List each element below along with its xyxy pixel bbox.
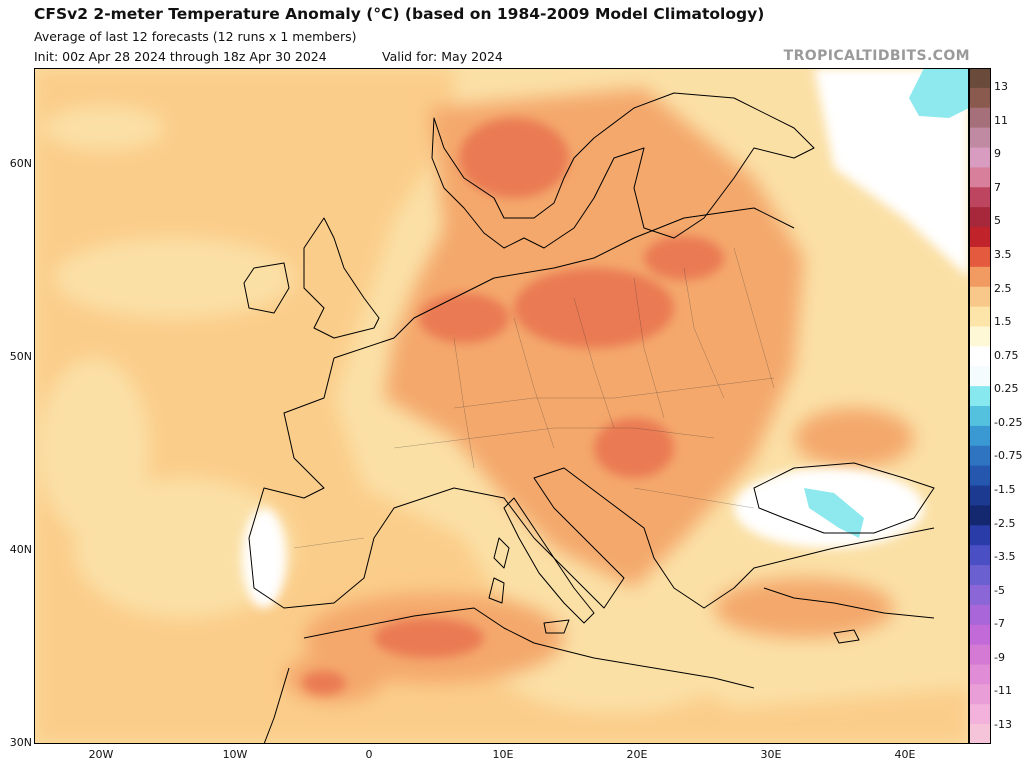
colorbar-swatch — [969, 87, 991, 109]
colorbar-swatch — [969, 68, 991, 89]
colorbar-swatch — [969, 724, 991, 744]
colorbar-swatch — [969, 704, 991, 725]
colorbar-label: -0.75 — [994, 449, 1023, 463]
colorbar-swatch — [969, 366, 991, 387]
lon-label: 30E — [760, 748, 782, 761]
country-borders — [293, 247, 775, 549]
colorbar-swatch — [969, 326, 991, 347]
coastlines — [243, 92, 935, 744]
colorbar-label: -1.5 — [994, 482, 1016, 496]
header: CFSv2 2-meter Temperature Anomaly (°C) (… — [0, 0, 1024, 68]
valid-time: Valid for: May 2024 — [382, 49, 503, 64]
colorbar-label: -3.5 — [994, 550, 1016, 564]
colorbar-swatch — [969, 664, 991, 685]
colorbar-swatch — [969, 246, 991, 268]
colorbar — [969, 68, 991, 744]
init-time: Init: 00z Apr 28 2024 through 18z Apr 30… — [34, 49, 327, 64]
colorbar-swatch — [969, 624, 991, 646]
colorbar-swatch — [969, 346, 991, 367]
colorbar-label: -13 — [994, 718, 1012, 731]
lat-label: 60N — [9, 157, 32, 170]
colorbar-swatch — [969, 425, 991, 447]
colorbar-swatch — [969, 306, 991, 327]
colorbar-swatch — [969, 207, 991, 228]
lon-label: 20E — [626, 748, 648, 761]
colorbar-swatch — [969, 505, 991, 526]
colorbar-label: 5 — [994, 214, 1001, 228]
colorbar-swatch — [969, 525, 991, 546]
colorbar-label: -9 — [994, 650, 1005, 664]
colorbar-label: 1.5 — [994, 315, 1012, 329]
colorbar-swatch — [969, 167, 991, 188]
colorbar-swatch — [969, 584, 991, 606]
colorbar-swatch — [969, 545, 991, 566]
lat-label: 50N — [9, 350, 32, 363]
colorbar-swatch — [969, 227, 991, 248]
colorbar-swatch — [969, 565, 991, 586]
anomaly-weak-negative — [804, 68, 969, 538]
colorbar-swatch — [969, 485, 991, 506]
colorbar-label: 2.5 — [994, 281, 1012, 295]
map-canvas — [34, 68, 969, 744]
lon-label: 0 — [365, 748, 373, 761]
colorbar-swatch — [969, 147, 991, 168]
colorbar-swatch — [969, 286, 991, 308]
colorbar-label: 7 — [994, 180, 1001, 194]
lat-label: 40N — [9, 543, 32, 556]
colorbar-swatch — [969, 266, 991, 288]
colorbar-swatch — [969, 604, 991, 626]
anomaly-map — [34, 68, 969, 744]
colorbar-label: -2.5 — [994, 516, 1016, 530]
colorbar-label: -5 — [994, 583, 1005, 597]
colorbar-swatch — [969, 684, 991, 705]
lat-label: 30N — [9, 736, 32, 749]
colorbar-swatch — [969, 187, 991, 208]
lon-label: 10W — [222, 748, 248, 761]
colorbar-label: 13 — [994, 80, 1008, 93]
colorbar-swatch — [969, 445, 991, 467]
colorbar-swatch — [969, 386, 991, 407]
colorbar-swatches — [969, 68, 991, 744]
colorbar-label: -7 — [994, 617, 1005, 631]
colorbar-swatch — [969, 465, 991, 487]
colorbar-label: -0.25 — [994, 415, 1023, 429]
lon-label: 20W — [88, 748, 114, 761]
colorbar-label: 9 — [994, 147, 1001, 161]
colorbar-label: 0.25 — [994, 382, 1019, 396]
colorbar-label: 0.75 — [994, 348, 1019, 362]
lon-label: 40E — [894, 748, 916, 761]
colorbar-label: 11 — [994, 113, 1008, 127]
chart-subtitle: Average of last 12 forecasts (12 runs x … — [34, 29, 357, 44]
colorbar-swatch — [969, 406, 991, 427]
colorbar-label: -11 — [994, 684, 1012, 698]
chart-title: CFSv2 2-meter Temperature Anomaly (°C) (… — [34, 5, 765, 23]
anomaly-strong-positive — [302, 118, 724, 695]
colorbar-outline — [969, 68, 991, 744]
colorbar-swatch — [969, 644, 991, 665]
site-credit: TROPICALTIDBITS.COM — [783, 48, 970, 64]
colorbar-swatch — [969, 107, 991, 129]
colorbar-swatch — [969, 127, 991, 149]
lon-label: 10E — [492, 748, 514, 761]
colorbar-label: 3.5 — [994, 247, 1012, 261]
